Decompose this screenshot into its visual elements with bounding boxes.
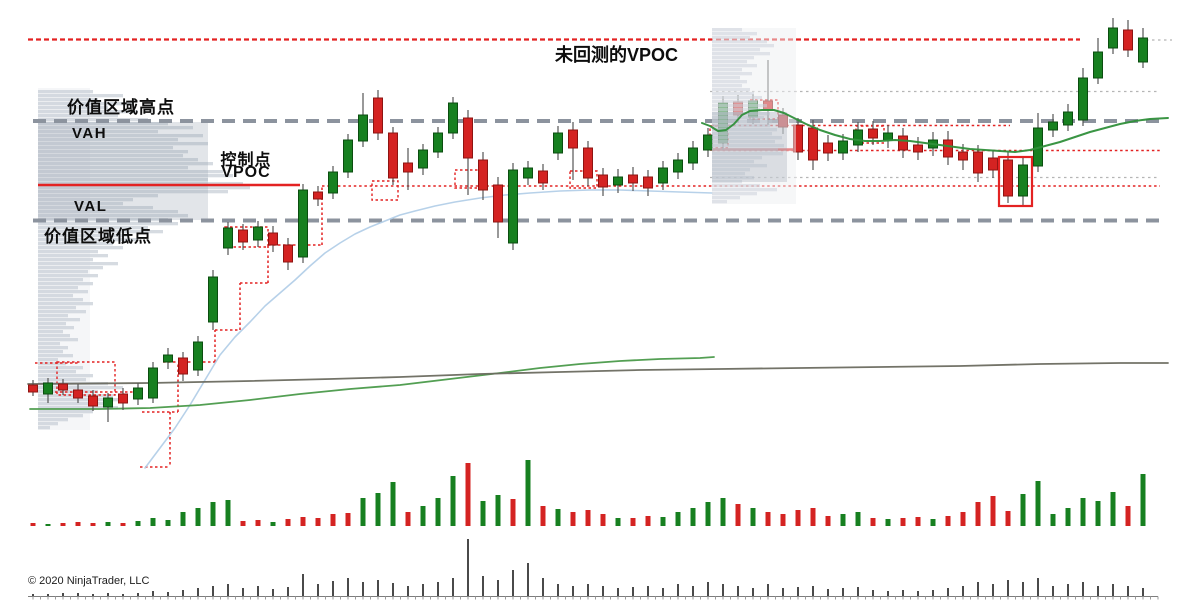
moving-averages-layer [27,189,1169,469]
value-area-high-label: 价值区域高点 [67,98,175,117]
vpoc-trail-layer [35,99,885,468]
poc-label-line1: 控制点 [220,152,272,169]
poc-label-line2: VPOC [221,164,271,181]
bottom-histogram-pane [28,539,1159,600]
ma-green-slow [29,356,715,410]
volume-profile-left [38,88,250,430]
ma-dark [27,362,1169,385]
ma-blue [144,189,713,469]
val-label: VAL [74,198,108,215]
untested-vpoc-label: 未回测的VPOC [555,45,679,65]
alert-box-layer [997,155,1034,208]
volume-pane [30,460,1146,526]
fast-ma-layer [701,109,1169,153]
value-area-low-label: 价值区域低点 [44,227,152,246]
volume-profile-right [712,28,796,204]
copyright-text: © 2020 NinjaTrader, LLC [28,575,150,587]
vah-label: VAH [72,125,108,142]
ma-green-fast [701,109,1169,153]
